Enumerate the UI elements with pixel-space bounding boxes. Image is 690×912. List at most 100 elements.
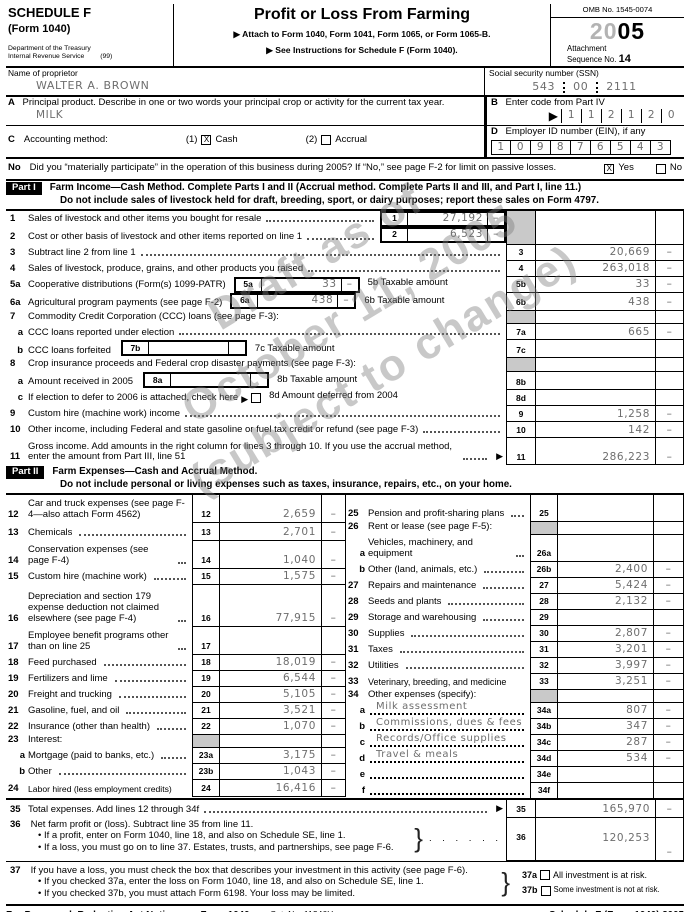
line-19-amount-field[interactable]: 6,544 bbox=[220, 670, 322, 687]
line-33-amount-field[interactable]: 3,251 bbox=[558, 673, 654, 690]
line-21-cents-field[interactable]: – bbox=[322, 702, 346, 719]
line-10-amount-field[interactable]: 142 bbox=[536, 422, 656, 439]
line-7c-cents-field[interactable] bbox=[656, 340, 684, 359]
line-36-amount-field[interactable]: 120,253 bbox=[536, 817, 656, 861]
line-27-amount-field[interactable]: 5,424 bbox=[558, 577, 654, 594]
line-15-amount-field[interactable]: 1,575 bbox=[220, 568, 322, 585]
line-20-amount-field[interactable]: 5,105 bbox=[220, 686, 322, 703]
all-at-risk-checkbox[interactable] bbox=[540, 870, 551, 881]
line-6a-cents-field[interactable]: – bbox=[343, 294, 350, 307]
line-15-cents-field[interactable]: – bbox=[322, 568, 346, 585]
line-34a-description-field[interactable]: Milk assessment bbox=[370, 701, 524, 715]
line-32-cents-field[interactable]: – bbox=[654, 657, 684, 674]
line-12-amount-field[interactable]: 2,659 bbox=[220, 494, 322, 523]
line-16-cents-field[interactable]: – bbox=[322, 584, 346, 627]
line-5b-cents-field[interactable]: – bbox=[656, 276, 684, 293]
line-9-amount-field[interactable]: 1,258 bbox=[536, 406, 656, 423]
line-34d-amount-field[interactable]: 534 bbox=[558, 750, 654, 767]
line-30-amount-field[interactable]: 2,807 bbox=[558, 625, 654, 642]
line-21-amount-field[interactable]: 3,521 bbox=[220, 702, 322, 719]
line-8b-cents-field[interactable] bbox=[656, 372, 684, 391]
line-34d-cents-field[interactable]: – bbox=[654, 750, 684, 767]
line-2-amount-field[interactable]: 6,523 bbox=[408, 228, 488, 241]
ein-field[interactable]: 1 0 9 8 7 6 5 4 3 bbox=[491, 140, 681, 156]
some-not-at-risk-checkbox[interactable] bbox=[540, 885, 551, 896]
line-23b-amount-field[interactable]: 1,043 bbox=[220, 763, 322, 780]
line-34c-cents-field[interactable]: – bbox=[654, 734, 684, 751]
line-31-cents-field[interactable]: – bbox=[654, 641, 684, 658]
line-8d-cents-field[interactable] bbox=[656, 390, 684, 407]
line-12-cents-field[interactable]: – bbox=[322, 494, 346, 523]
line-26a-cents-field[interactable] bbox=[654, 534, 684, 562]
line-10-cents-field[interactable]: – bbox=[656, 422, 684, 439]
line-34c-amount-field[interactable]: 287 bbox=[558, 734, 654, 751]
line-9-cents-field[interactable]: – bbox=[656, 406, 684, 423]
cash-checkbox[interactable]: X bbox=[201, 135, 212, 146]
line-34e-cents-field[interactable] bbox=[654, 766, 684, 783]
line-3-cents-field[interactable]: – bbox=[656, 244, 684, 261]
line-1-cents-field[interactable]: – bbox=[493, 212, 499, 225]
line-34e-amount-field[interactable] bbox=[558, 766, 654, 783]
line-18-amount-field[interactable]: 18,019 bbox=[220, 654, 322, 671]
line-34b-amount-field[interactable]: 347 bbox=[558, 718, 654, 735]
line-14-cents-field[interactable]: – bbox=[322, 540, 346, 569]
line-25-amount-field[interactable] bbox=[558, 494, 654, 522]
line-6a-amount-field[interactable]: 438 bbox=[258, 294, 339, 307]
line-7c-amount-field[interactable] bbox=[536, 340, 656, 359]
line-8a-cents-field[interactable] bbox=[251, 374, 267, 386]
line-34f-description-field[interactable] bbox=[370, 792, 524, 795]
line-7a-amount-field[interactable]: 665 bbox=[536, 324, 656, 341]
line-31-amount-field[interactable]: 3,201 bbox=[558, 641, 654, 658]
line-8b-amount-field[interactable] bbox=[536, 372, 656, 391]
line-5b-amount-field[interactable]: 33 bbox=[536, 276, 656, 293]
line-28-amount-field[interactable]: 2,132 bbox=[558, 593, 654, 610]
line-34c-description-field[interactable]: Records/Office supplies bbox=[370, 733, 524, 747]
line-20-cents-field[interactable]: – bbox=[322, 686, 346, 703]
line-5a-cents-field[interactable]: – bbox=[346, 278, 353, 291]
line-8a-amount-field[interactable] bbox=[171, 374, 252, 387]
line-23a-amount-field[interactable]: 3,175 bbox=[220, 747, 322, 764]
line-34f-cents-field[interactable] bbox=[654, 782, 684, 798]
line-6b-amount-field[interactable]: 438 bbox=[536, 292, 656, 311]
line-19-cents-field[interactable]: – bbox=[322, 670, 346, 687]
accrual-checkbox[interactable] bbox=[321, 135, 332, 146]
line-17-cents-field[interactable] bbox=[322, 626, 346, 655]
line-17-amount-field[interactable] bbox=[220, 626, 322, 655]
line-13-amount-field[interactable]: 2,701 bbox=[220, 522, 322, 541]
line-27-cents-field[interactable]: – bbox=[654, 577, 684, 594]
part4-code-field[interactable]: ▶ 1 1 2 1 2 0 bbox=[491, 109, 681, 124]
line-7a-cents-field[interactable]: – bbox=[656, 324, 684, 341]
line-14-amount-field[interactable]: 1,040 bbox=[220, 540, 322, 569]
line-34b-description-field[interactable]: Commissions, dues & fees bbox=[370, 717, 524, 731]
line-4-cents-field[interactable]: – bbox=[656, 260, 684, 277]
line-22-amount-field[interactable]: 1,070 bbox=[220, 718, 322, 735]
line-24-amount-field[interactable]: 16,416 bbox=[220, 779, 322, 797]
line-4-amount-field[interactable]: 263,018 bbox=[536, 260, 656, 277]
line-23a-cents-field[interactable]: – bbox=[322, 747, 346, 764]
ssn-field[interactable]: 543 00 2111 bbox=[489, 80, 680, 94]
line-34f-amount-field[interactable] bbox=[558, 782, 654, 798]
line-26b-amount-field[interactable]: 2,400 bbox=[558, 561, 654, 578]
line-24-cents-field[interactable]: – bbox=[322, 779, 346, 797]
line-34a-cents-field[interactable]: – bbox=[654, 702, 684, 719]
line-34b-cents-field[interactable]: – bbox=[654, 718, 684, 735]
line-29-amount-field[interactable] bbox=[558, 609, 654, 626]
line-35-amount-field[interactable]: 165,970 bbox=[536, 799, 656, 818]
line-34a-amount-field[interactable]: 807 bbox=[558, 702, 654, 719]
line-1-amount-field[interactable]: 27,192 bbox=[408, 212, 488, 225]
line-7b-amount-field[interactable] bbox=[149, 342, 229, 355]
proprietor-name-field[interactable]: WALTER A. BROWN bbox=[36, 78, 150, 92]
defer-election-checkbox[interactable] bbox=[251, 393, 262, 404]
line-18-cents-field[interactable]: – bbox=[322, 654, 346, 671]
line-2-cents-field[interactable]: – bbox=[493, 228, 499, 241]
line-11-cents-field[interactable]: – bbox=[656, 438, 684, 466]
line-33-cents-field[interactable]: – bbox=[654, 673, 684, 690]
line-26a-amount-field[interactable] bbox=[558, 534, 654, 562]
line-30-cents-field[interactable]: – bbox=[654, 625, 684, 642]
line-11-amount-field[interactable]: 286,223 bbox=[536, 438, 656, 466]
principal-product-field[interactable]: MILK bbox=[36, 109, 64, 122]
line-13-cents-field[interactable]: – bbox=[322, 522, 346, 541]
line-7b-cents-field[interactable] bbox=[229, 342, 245, 354]
line-34d-description-field[interactable]: Travel & meals bbox=[370, 749, 524, 763]
line-25-cents-field[interactable] bbox=[654, 494, 684, 522]
